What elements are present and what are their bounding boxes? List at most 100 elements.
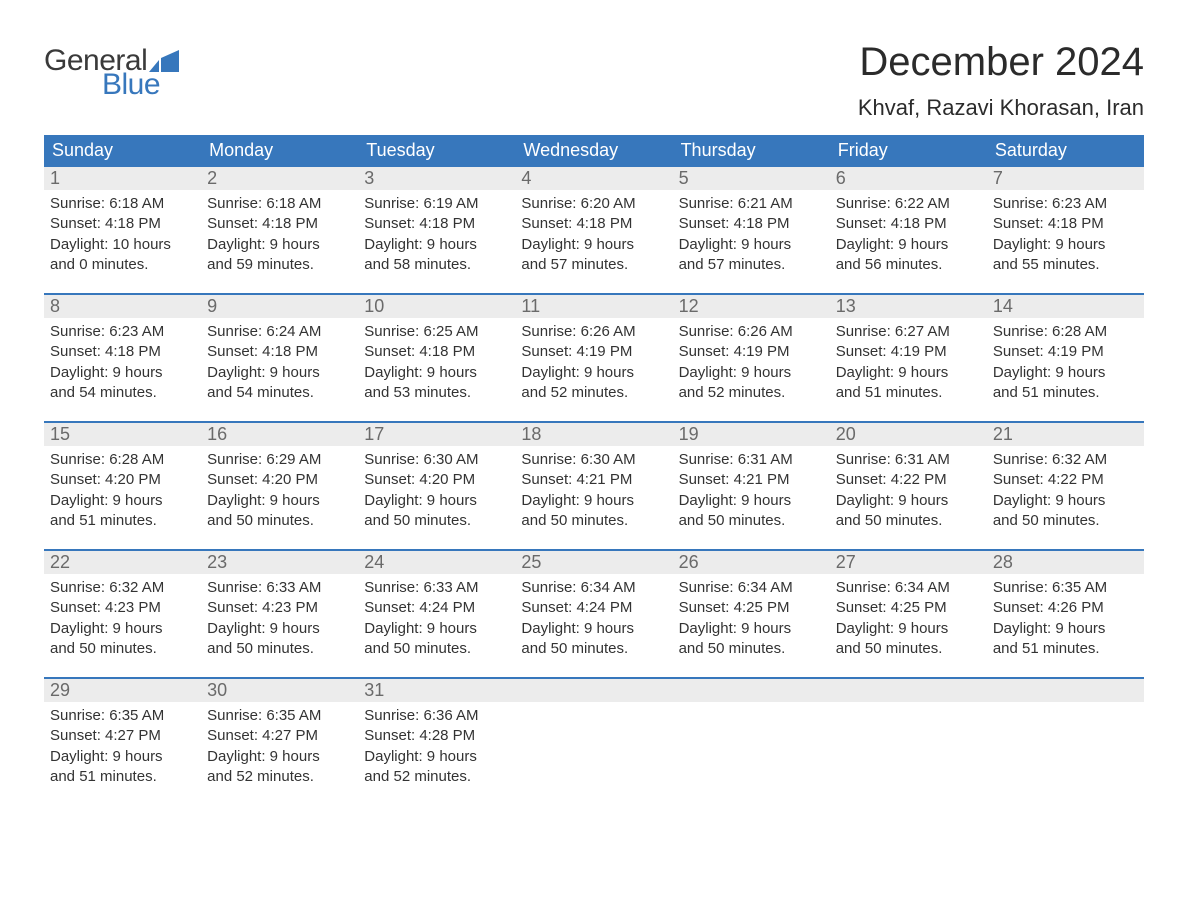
day-number: 7 bbox=[993, 168, 1003, 188]
day-sunset-text: Sunset: 4:24 PM bbox=[364, 598, 509, 618]
day-body: Sunrise: 6:32 AMSunset: 4:23 PMDaylight:… bbox=[44, 574, 201, 667]
day-number-row: 2 bbox=[201, 167, 358, 190]
day-number-row: 14 bbox=[987, 295, 1144, 318]
day-number: 9 bbox=[207, 296, 217, 316]
day-number-row: 9 bbox=[201, 295, 358, 318]
day-cell: 25 Sunrise: 6:34 AMSunset: 4:24 PMDayligh… bbox=[515, 551, 672, 677]
day-number-row: 10 bbox=[358, 295, 515, 318]
day-number-row: 20 bbox=[830, 423, 987, 446]
day-body: Sunrise: 6:23 AMSunset: 4:18 PMDaylight:… bbox=[44, 318, 201, 411]
day-sunset-text: Sunset: 4:20 PM bbox=[50, 470, 195, 490]
day-cell: 20Sunrise: 6:31 AMSunset: 4:22 PMDayligh… bbox=[830, 423, 987, 549]
day-number-row: 24 bbox=[358, 551, 515, 574]
day-d2-text: and 55 minutes. bbox=[993, 255, 1138, 275]
day-cell: 12Sunrise: 6:26 AMSunset: 4:19 PMDayligh… bbox=[673, 295, 830, 421]
day-number: 21 bbox=[993, 424, 1013, 444]
day-number: 5 bbox=[679, 168, 689, 188]
day-number-row: 25 bbox=[515, 551, 672, 574]
day-d1-text: Daylight: 9 hours bbox=[50, 491, 195, 511]
day-cell: 6Sunrise: 6:22 AMSunset: 4:18 PMDaylight… bbox=[830, 167, 987, 293]
day-body: Sunrise: 6:31 AMSunset: 4:22 PMDaylight:… bbox=[830, 446, 987, 539]
day-d2-text: and 56 minutes. bbox=[836, 255, 981, 275]
header: General Blue December 2024 Khvaf, Razavi… bbox=[44, 40, 1144, 121]
day-body: Sunrise: 6:35 AMSunset: 4:27 PMDaylight:… bbox=[44, 702, 201, 795]
week-row: 15Sunrise: 6:28 AMSunset: 4:20 PMDayligh… bbox=[44, 421, 1144, 549]
day-d1-text: Daylight: 9 hours bbox=[364, 363, 509, 383]
day-sunrise-text: Sunrise: 6:34 AM bbox=[679, 578, 824, 598]
day-body: Sunrise: 6:26 AMSunset: 4:19 PMDaylight:… bbox=[515, 318, 672, 411]
day-cell: 30Sunrise: 6:35 AMSunset: 4:27 PMDayligh… bbox=[201, 679, 358, 805]
day-d1-text: Daylight: 9 hours bbox=[993, 619, 1138, 639]
day-d1-text: Daylight: 9 hours bbox=[993, 491, 1138, 511]
day-d2-text: and 51 minutes. bbox=[50, 511, 195, 531]
day-d2-text: and 54 minutes. bbox=[207, 383, 352, 403]
day-body: Sunrise: 6:27 AMSunset: 4:19 PMDaylight:… bbox=[830, 318, 987, 411]
day-cell: 14Sunrise: 6:28 AMSunset: 4:19 PMDayligh… bbox=[987, 295, 1144, 421]
location-text: Khvaf, Razavi Khorasan, Iran bbox=[858, 95, 1144, 121]
day-body: Sunrise: 6:35 AMSunset: 4:26 PMDaylight:… bbox=[987, 574, 1144, 667]
day-cell: 11Sunrise: 6:26 AMSunset: 4:19 PMDayligh… bbox=[515, 295, 672, 421]
day-d1-text: Daylight: 9 hours bbox=[50, 363, 195, 383]
day-number-row: 12 bbox=[673, 295, 830, 318]
day-cell: 21Sunrise: 6:32 AMSunset: 4:22 PMDayligh… bbox=[987, 423, 1144, 549]
day-sunset-text: Sunset: 4:27 PM bbox=[50, 726, 195, 746]
day-body: Sunrise: 6:34 AMSunset: 4:25 PMDaylight:… bbox=[673, 574, 830, 667]
day-number: 8 bbox=[50, 296, 60, 316]
weekday-header: Friday bbox=[830, 135, 987, 167]
day-d2-text: and 52 minutes. bbox=[679, 383, 824, 403]
day-number-row: . bbox=[987, 679, 1144, 702]
day-number-row: 22 bbox=[44, 551, 201, 574]
day-number: 16 bbox=[207, 424, 227, 444]
day-body: Sunrise: 6:18 AMSunset: 4:18 PMDaylight:… bbox=[201, 190, 358, 283]
day-sunrise-text: Sunrise: 6:34 AM bbox=[521, 578, 666, 598]
day-number: 27 bbox=[836, 552, 856, 572]
day-d2-text: and 50 minutes. bbox=[207, 511, 352, 531]
day-cell: 18Sunrise: 6:30 AMSunset: 4:21 PMDayligh… bbox=[515, 423, 672, 549]
day-number-row: 5 bbox=[673, 167, 830, 190]
day-cell: 1Sunrise: 6:18 AMSunset: 4:18 PMDaylight… bbox=[44, 167, 201, 293]
day-sunrise-text: Sunrise: 6:36 AM bbox=[364, 706, 509, 726]
day-number: 29 bbox=[50, 680, 70, 700]
day-sunrise-text: Sunrise: 6:23 AM bbox=[993, 194, 1138, 214]
day-sunrise-text: Sunrise: 6:31 AM bbox=[679, 450, 824, 470]
day-cell: 7Sunrise: 6:23 AMSunset: 4:18 PMDaylight… bbox=[987, 167, 1144, 293]
day-sunset-text: Sunset: 4:19 PM bbox=[521, 342, 666, 362]
day-cell-empty: . bbox=[515, 679, 672, 805]
day-body: Sunrise: 6:20 AMSunset: 4:18 PMDaylight:… bbox=[515, 190, 672, 283]
day-cell: 2Sunrise: 6:18 AMSunset: 4:18 PMDaylight… bbox=[201, 167, 358, 293]
day-d2-text: and 50 minutes. bbox=[521, 639, 666, 659]
day-sunrise-text: Sunrise: 6:21 AM bbox=[679, 194, 824, 214]
day-d1-text: Daylight: 9 hours bbox=[521, 619, 666, 639]
day-d2-text: and 50 minutes. bbox=[364, 639, 509, 659]
day-sunrise-text: Sunrise: 6:18 AM bbox=[50, 194, 195, 214]
day-d2-text: and 53 minutes. bbox=[364, 383, 509, 403]
day-body: Sunrise: 6:24 AMSunset: 4:18 PMDaylight:… bbox=[201, 318, 358, 411]
day-number-row: 11 bbox=[515, 295, 672, 318]
day-sunset-text: Sunset: 4:24 PM bbox=[521, 598, 666, 618]
day-d1-text: Daylight: 9 hours bbox=[207, 235, 352, 255]
day-cell-empty: . bbox=[830, 679, 987, 805]
day-cell: 15Sunrise: 6:28 AMSunset: 4:20 PMDayligh… bbox=[44, 423, 201, 549]
day-sunrise-text: Sunrise: 6:35 AM bbox=[50, 706, 195, 726]
weekday-header: Tuesday bbox=[358, 135, 515, 167]
logo: General Blue bbox=[44, 40, 179, 100]
day-number-row: 15 bbox=[44, 423, 201, 446]
day-d2-text: and 50 minutes. bbox=[679, 639, 824, 659]
day-d1-text: Daylight: 9 hours bbox=[679, 491, 824, 511]
day-sunset-text: Sunset: 4:28 PM bbox=[364, 726, 509, 746]
day-number-row: 13 bbox=[830, 295, 987, 318]
day-cell: 9Sunrise: 6:24 AMSunset: 4:18 PMDaylight… bbox=[201, 295, 358, 421]
day-sunset-text: Sunset: 4:22 PM bbox=[993, 470, 1138, 490]
day-body: Sunrise: 6:29 AMSunset: 4:20 PMDaylight:… bbox=[201, 446, 358, 539]
day-sunset-text: Sunset: 4:26 PM bbox=[993, 598, 1138, 618]
weekday-header: Monday bbox=[201, 135, 358, 167]
day-sunset-text: Sunset: 4:19 PM bbox=[679, 342, 824, 362]
day-number: 13 bbox=[836, 296, 856, 316]
day-sunrise-text: Sunrise: 6:18 AM bbox=[207, 194, 352, 214]
day-d1-text: Daylight: 9 hours bbox=[521, 235, 666, 255]
day-number-row: . bbox=[515, 679, 672, 702]
day-d1-text: Daylight: 9 hours bbox=[836, 619, 981, 639]
day-cell: 27Sunrise: 6:34 AMSunset: 4:25 PMDayligh… bbox=[830, 551, 987, 677]
day-sunrise-text: Sunrise: 6:20 AM bbox=[521, 194, 666, 214]
day-d1-text: Daylight: 9 hours bbox=[993, 363, 1138, 383]
